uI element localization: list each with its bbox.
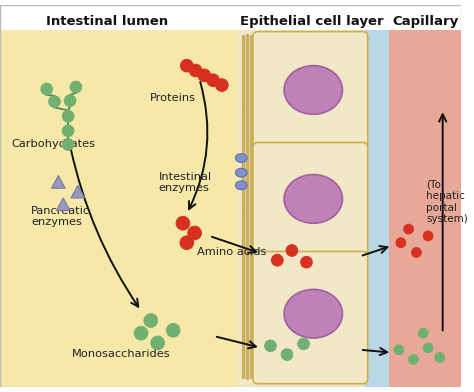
Text: Carbohydrates: Carbohydrates <box>12 139 96 149</box>
Circle shape <box>62 125 74 137</box>
Ellipse shape <box>236 181 247 190</box>
Circle shape <box>396 238 406 248</box>
Circle shape <box>198 69 210 82</box>
Text: (To
hepatic
portal
system): (To hepatic portal system) <box>426 180 468 224</box>
Bar <box>0 5 461 30</box>
Circle shape <box>151 336 164 350</box>
Circle shape <box>411 248 421 257</box>
Bar <box>389 30 461 387</box>
Circle shape <box>62 139 74 150</box>
Circle shape <box>188 226 201 240</box>
Text: Pancreatic
enzymes: Pancreatic enzymes <box>31 206 90 227</box>
Circle shape <box>419 328 428 338</box>
FancyBboxPatch shape <box>253 251 368 384</box>
Circle shape <box>180 236 193 250</box>
Circle shape <box>207 74 219 87</box>
Circle shape <box>264 340 276 352</box>
Ellipse shape <box>284 174 342 223</box>
FancyBboxPatch shape <box>253 142 368 257</box>
Circle shape <box>423 343 433 353</box>
Circle shape <box>435 353 445 362</box>
Circle shape <box>189 64 202 77</box>
Circle shape <box>423 231 433 241</box>
Bar <box>365 30 389 387</box>
Circle shape <box>286 245 298 256</box>
Circle shape <box>216 79 228 91</box>
Text: Capillary: Capillary <box>392 15 458 28</box>
Circle shape <box>41 83 53 95</box>
Circle shape <box>409 355 419 364</box>
Circle shape <box>62 111 74 122</box>
Text: Amino acids: Amino acids <box>197 247 266 258</box>
Circle shape <box>404 224 413 234</box>
Bar <box>238 30 365 387</box>
Circle shape <box>144 314 158 327</box>
Bar <box>0 30 238 387</box>
Circle shape <box>394 345 404 355</box>
Polygon shape <box>52 176 65 188</box>
Circle shape <box>181 59 193 72</box>
Ellipse shape <box>236 154 247 162</box>
Text: Intestinal
enzymes: Intestinal enzymes <box>159 172 212 193</box>
Text: Intestinal lumen: Intestinal lumen <box>46 15 168 28</box>
Circle shape <box>272 254 283 266</box>
Circle shape <box>301 256 312 268</box>
Text: Epithelial cell layer: Epithelial cell layer <box>239 15 383 28</box>
Circle shape <box>298 338 310 350</box>
Circle shape <box>134 327 148 340</box>
Circle shape <box>166 323 180 337</box>
Ellipse shape <box>236 168 247 177</box>
Circle shape <box>281 349 293 360</box>
Circle shape <box>176 216 190 230</box>
Ellipse shape <box>284 289 342 338</box>
Text: Proteins: Proteins <box>150 93 196 103</box>
Text: Monosaccharides: Monosaccharides <box>73 349 171 359</box>
Polygon shape <box>56 198 70 211</box>
Ellipse shape <box>284 65 342 114</box>
Circle shape <box>64 95 76 107</box>
FancyBboxPatch shape <box>253 32 368 148</box>
Polygon shape <box>71 185 85 198</box>
Circle shape <box>49 96 60 107</box>
Circle shape <box>70 81 82 93</box>
